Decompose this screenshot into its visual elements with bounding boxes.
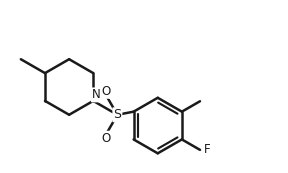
Text: O: O: [101, 132, 110, 145]
Text: N: N: [92, 88, 101, 101]
Text: O: O: [101, 85, 110, 98]
Text: F: F: [204, 143, 211, 156]
Text: S: S: [113, 108, 121, 121]
